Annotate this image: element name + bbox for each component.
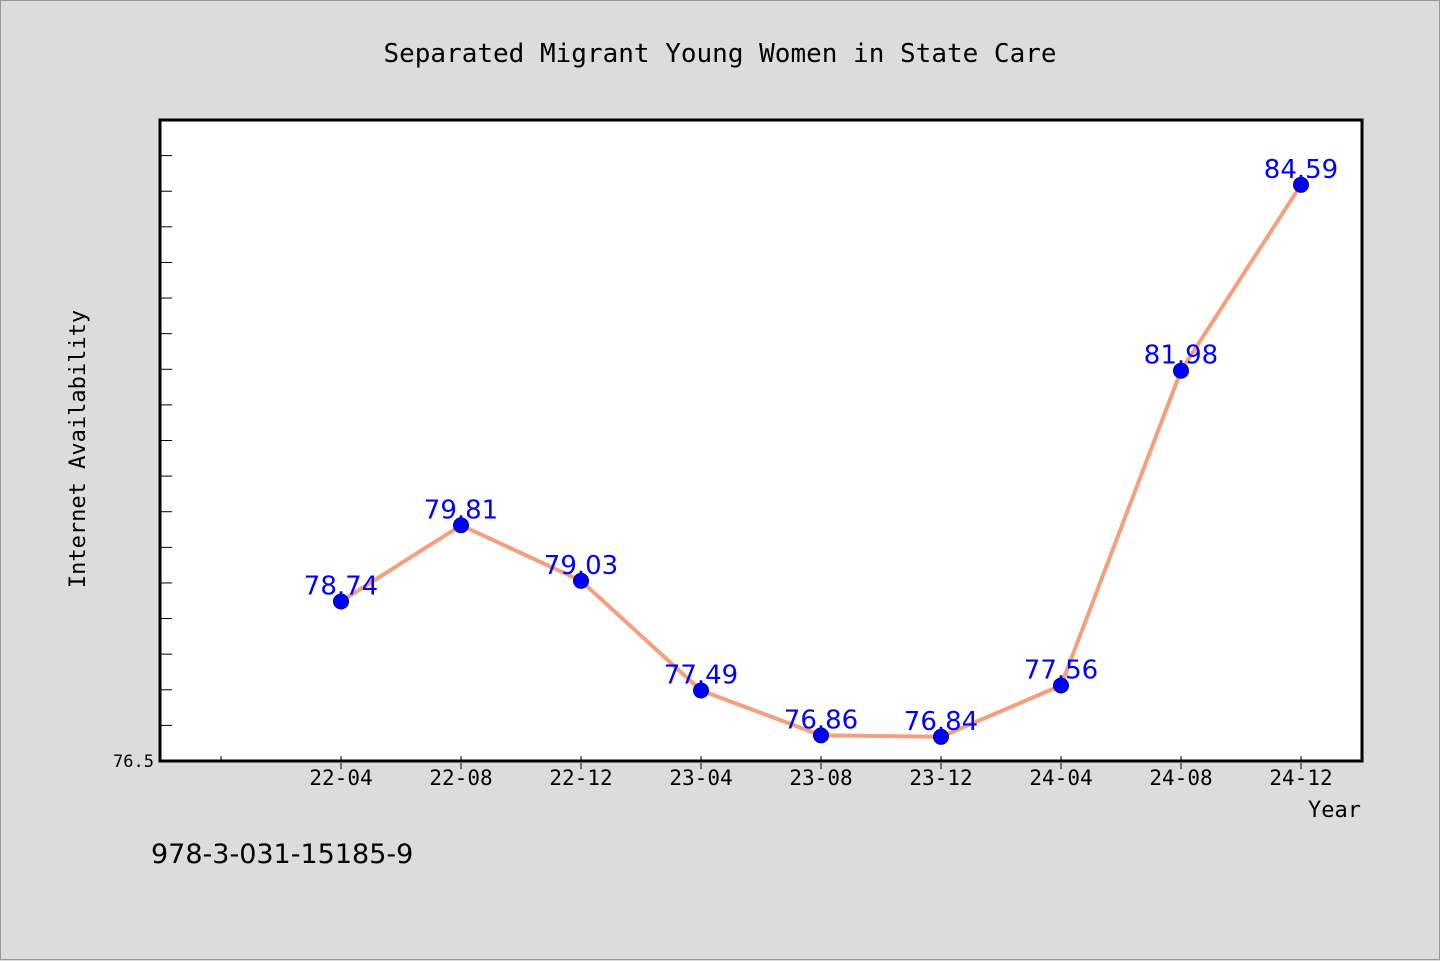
data-point <box>813 727 829 744</box>
plot-area <box>160 120 1362 761</box>
data-point <box>1053 677 1069 694</box>
x-axis-ticks: 22-04 22-08 22-12 23-04 23-08 23-12 24-04 24-08… <box>220 756 1333 790</box>
data-point <box>1293 176 1309 193</box>
y-tick-label: 76.5 <box>113 752 154 772</box>
data-point <box>933 728 949 745</box>
data-label: 76.86 <box>784 705 858 735</box>
data-label: 76.84 <box>904 707 978 737</box>
plot-border <box>158 118 1364 763</box>
data-point <box>453 517 469 534</box>
x-tick-label: 24-12 <box>1269 766 1332 790</box>
data-labels: 78.74 79.81 79.03 77.49 76.86 76.84 77.56 81.98… <box>304 155 1338 737</box>
x-tick-label: 22-04 <box>309 766 372 790</box>
x-tick-label: 22-12 <box>549 766 612 790</box>
x-tick-label: 23-12 <box>909 766 972 790</box>
data-label: 79.03 <box>544 551 618 581</box>
data-markers <box>333 176 1309 745</box>
data-label: 84.59 <box>1264 155 1338 185</box>
data-point <box>573 572 589 589</box>
isbn-text: 978-3-031-15185-9 <box>151 839 413 870</box>
data-label: 77.56 <box>1024 656 1098 686</box>
data-label: 81.98 <box>1144 341 1218 371</box>
data-label: 79.81 <box>424 495 498 525</box>
y-axis-ticks <box>160 155 172 726</box>
data-point <box>333 593 349 610</box>
data-label: 78.74 <box>304 571 378 601</box>
x-tick-label: 24-08 <box>1149 766 1212 790</box>
data-point <box>693 682 709 699</box>
data-label: 77.49 <box>664 660 738 690</box>
chart-title: Separated Migrant Young Women in State C… <box>383 39 1056 69</box>
x-tick-label: 24-04 <box>1029 766 1092 790</box>
data-point <box>1173 362 1189 379</box>
x-tick-label: 22-08 <box>429 766 492 790</box>
x-tick-label: 23-08 <box>789 766 852 790</box>
x-axis-label: Year <box>1308 798 1361 823</box>
x-tick-label: 23-04 <box>669 766 732 790</box>
y-axis-label: Internet Availability <box>66 310 91 588</box>
